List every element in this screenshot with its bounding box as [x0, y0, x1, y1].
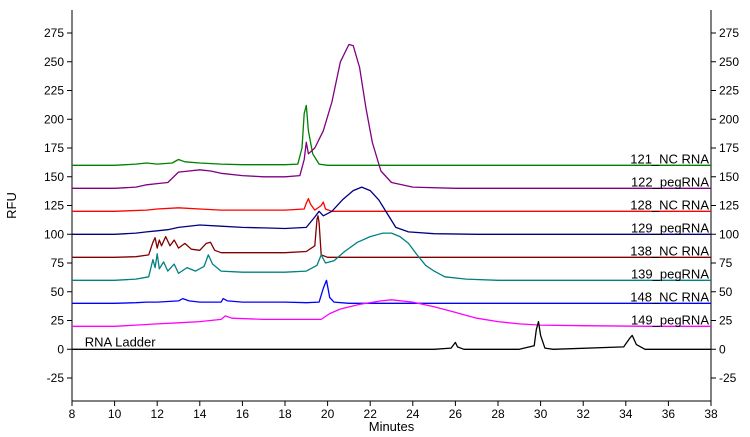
series-label: 149_pegRNA: [631, 313, 709, 328]
trace-rna-ladder: [72, 320, 711, 350]
x-tick-label: 38: [704, 407, 718, 421]
trace-148-nc-rna: [72, 279, 711, 304]
y-tick-label-left: 250: [44, 55, 64, 69]
y-tick-label-right: 100: [719, 227, 739, 241]
x-tick-label: 12: [151, 407, 165, 421]
y-tick-label-left: 75: [51, 256, 65, 270]
traces: [72, 43, 711, 350]
series-label: 138_NC RNA: [630, 244, 709, 259]
y-tick-label-right: 275: [719, 26, 739, 40]
y-tick-label-left: -25: [47, 371, 65, 385]
trace-129-pegrna: [72, 186, 711, 235]
x-tick-label: 28: [491, 407, 505, 421]
y-tick-label-left: 225: [44, 84, 64, 98]
y-tick-label-left: 150: [44, 170, 64, 184]
series-label: 128_NC RNA: [630, 198, 709, 213]
trace-139-pegrna: [72, 232, 711, 281]
trace-149-pegrna: [72, 299, 711, 327]
y-tick-label-right: 25: [719, 314, 733, 328]
y-tick-label-right: 0: [719, 342, 726, 356]
y-tick-label-left: 200: [44, 112, 64, 126]
series-label: 129_pegRNA: [631, 221, 709, 236]
x-tick-label: 34: [619, 407, 633, 421]
x-tick-label: 26: [449, 407, 463, 421]
x-tick-label: 18: [278, 407, 292, 421]
series-labels: 121_NC RNA 122_pegRNA 128_NC RNA 129_pegRNA…: [85, 152, 710, 350]
ticks: -25 -25 0 0 25 25 50 50 75 75 100 100 125 125 150 150 17…: [44, 26, 739, 421]
y-tick-label-right: -25: [719, 371, 737, 385]
x-tick-label: 10: [108, 407, 122, 421]
trace-121-nc-rna: [72, 104, 711, 166]
y-tick-label-right: 200: [719, 112, 739, 126]
series-label: RNA Ladder: [85, 334, 156, 349]
trace-138-nc-rna: [72, 215, 711, 258]
series-label: 121_NC RNA: [630, 152, 709, 167]
y-tick-label-left: 275: [44, 26, 64, 40]
x-tick-label: 36: [662, 407, 676, 421]
trace-128-nc-rna: [72, 197, 711, 212]
y-tick-label-left: 0: [57, 342, 64, 356]
y-tick-label-right: 250: [719, 55, 739, 69]
y-tick-label-left: 100: [44, 227, 64, 241]
y-tick-label-right: 175: [719, 141, 739, 155]
trace-122-pegrna: [72, 43, 711, 189]
y-tick-label-left: 50: [51, 285, 65, 299]
y-tick-label-right: 50: [719, 285, 733, 299]
x-tick-label: 24: [406, 407, 420, 421]
x-tick-label: 20: [321, 407, 335, 421]
y-axis-title: RFU: [4, 192, 19, 219]
x-tick-label: 30: [534, 407, 548, 421]
y-tick-label-right: 150: [719, 170, 739, 184]
y-tick-label-right: 125: [719, 199, 739, 213]
x-tick-label: 16: [236, 407, 250, 421]
series-label: 148_NC RNA: [630, 290, 709, 305]
x-axis-title: Minutes: [369, 419, 415, 434]
x-tick-label: 22: [364, 407, 378, 421]
y-tick-label-left: 175: [44, 141, 64, 155]
x-tick-label: 32: [577, 407, 591, 421]
series-label: 122_pegRNA: [631, 175, 709, 190]
x-tick-label: 14: [193, 407, 207, 421]
y-tick-label-left: 25: [51, 314, 65, 328]
y-tick-label-right: 75: [719, 256, 733, 270]
axes: [71, 10, 712, 402]
y-tick-label-left: 125: [44, 199, 64, 213]
x-tick-label: 8: [69, 407, 76, 421]
series-label: 139_pegRNA: [631, 267, 709, 282]
y-tick-label-right: 225: [719, 84, 739, 98]
